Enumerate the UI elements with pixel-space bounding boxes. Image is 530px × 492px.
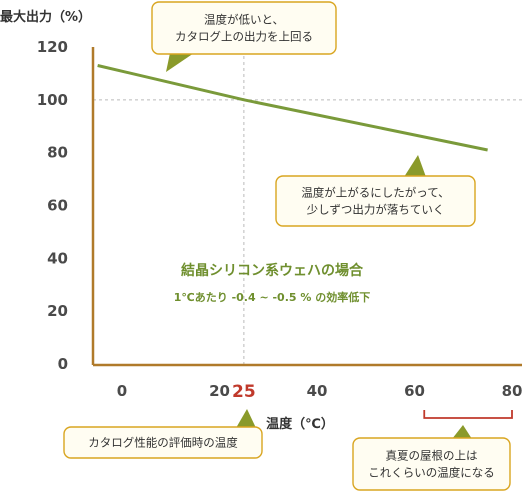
callout-bottom-left-text: カタログ性能の評価時の温度 [88,436,238,450]
y-axis-title: 最大出力（%） [0,9,91,25]
callout-right-text: 少しずつ出力が落ちていく [307,203,445,217]
callout-top-pointer [166,53,194,72]
callout-top-text: カタログ上の出力を上回る [175,30,313,44]
callout-bottom-left: カタログ性能の評価時の温度 [63,409,263,459]
callout-top-box [151,1,337,55]
y-tick-label: 20 [47,302,68,320]
callout-bottom-right-text: これくらいの温度になる [368,466,495,480]
callout-right-text: 温度が上がるにしたがって、 [301,186,449,200]
note-subtitle: 1℃あたり -0.4 ~ -0.5 % の効率低下 [174,290,370,304]
callout-bottom-right-text: 真夏の屋根の上は [386,449,478,463]
callout-top-text: 温度が低いと、 [204,13,284,27]
x-tick-label: 60 [404,382,425,400]
callout-top: 温度が低いと、カタログ上の出力を上回る [151,1,337,72]
x-tick-label: 20 [209,382,230,400]
callout-right-box [275,175,476,227]
y-tick-label: 100 [37,91,68,109]
callout-bottom-right-box [352,437,511,491]
note-title: 結晶シリコン系ウェハの場合 [181,262,364,279]
y-tick-label: 60 [47,196,68,214]
output-line [97,64,488,152]
y-tick-label: 120 [37,38,68,56]
x-tick-label: 80 [502,382,523,400]
range-bracket [423,410,513,419]
y-tick-label: 40 [47,249,68,267]
y-tick-label: 80 [47,144,68,162]
callout-right: 温度が上がるにしたがって、少しずつ出力が落ちていく [275,155,476,227]
callout-bottom-left-pointer [236,409,256,428]
callout-bottom-left-box [63,426,263,459]
callout-bottom-right-pointer [452,425,472,439]
tick-layer: 0 20 40 60 80 100 120 0 20 40 60 80 25 [37,38,523,402]
axis-layer [91,47,522,367]
y-tick-label: 0 [58,355,68,373]
callout-right-pointer [404,155,426,177]
x-axis-title: 温度（℃） [266,416,334,432]
x-tick-label: 40 [307,382,328,400]
callout-layer: 温度が低いと、カタログ上の出力を上回る温度が上がるにしたがって、少しずつ出力が落… [63,1,511,491]
x-tick-label: 0 [117,382,127,400]
x-tick-label-highlight: 25 [232,382,256,402]
series-layer [97,64,513,419]
